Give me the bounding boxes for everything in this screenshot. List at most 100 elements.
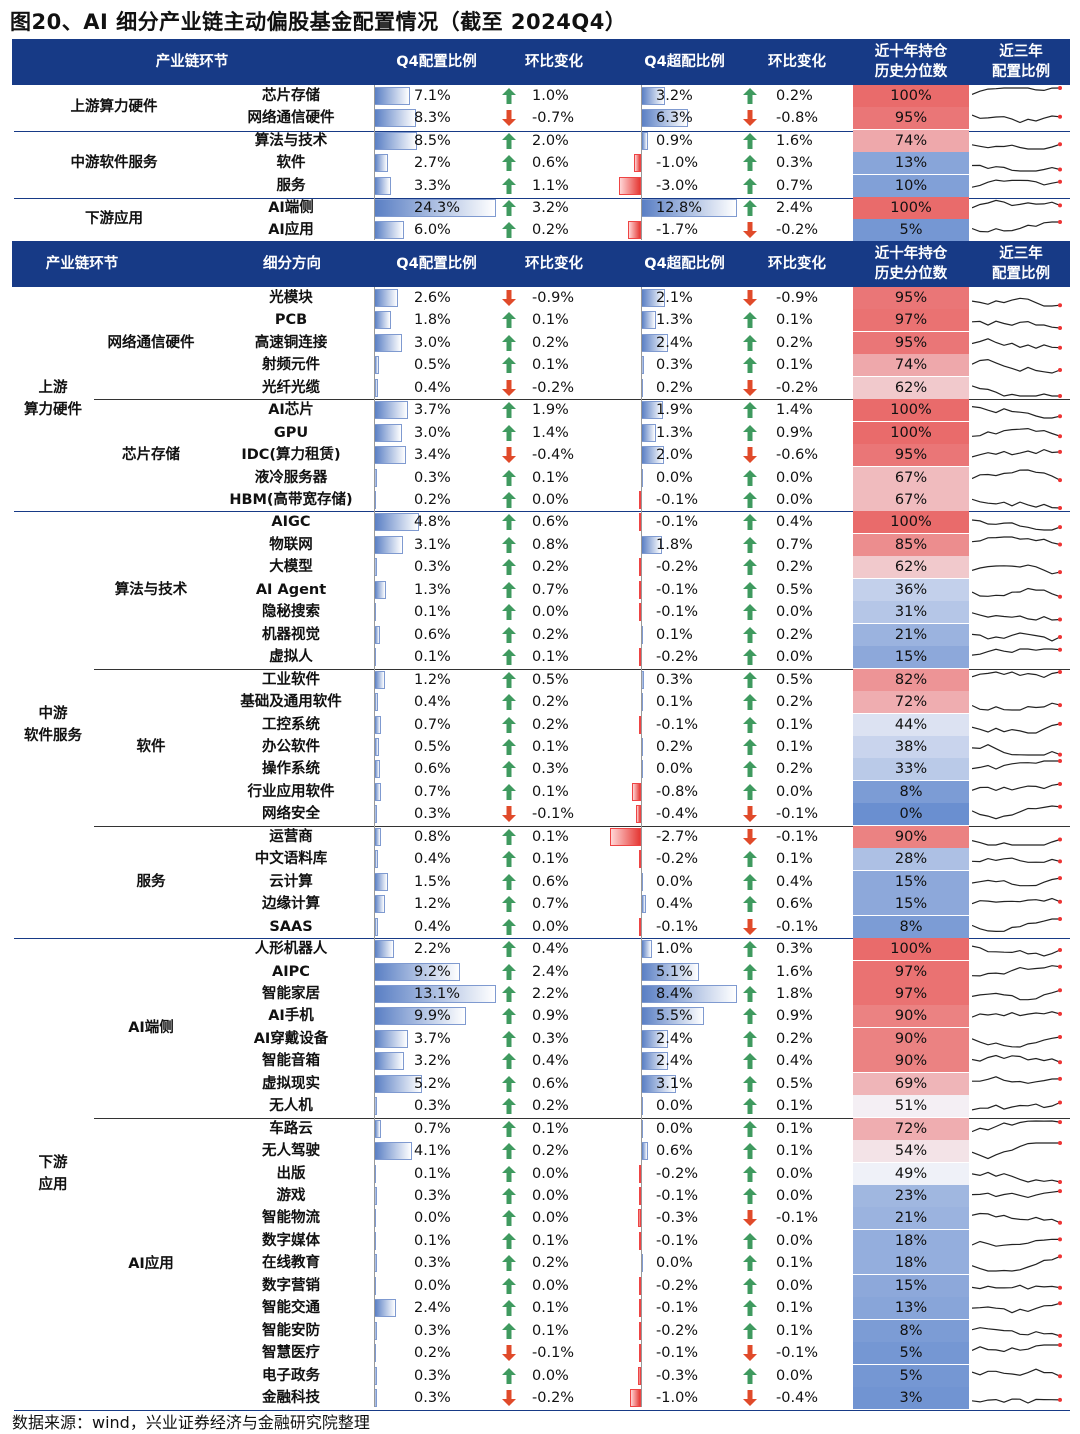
over-chg-虚拟现实: 0.5% <box>776 1076 813 1092</box>
alloc-value-车路云: 0.7% <box>414 1121 451 1137</box>
up-arrow-icon <box>743 514 757 530</box>
sparkline-AI手机 <box>972 1011 1062 1018</box>
up-arrow-icon <box>502 425 516 441</box>
alloc-chg-液冷服务器: 0.1% <box>532 470 569 486</box>
percentile-AI穿戴设备: 90% <box>853 1028 969 1050</box>
sparkline-电子政务 <box>972 1368 1062 1379</box>
over-value-虚拟现实: 3.1% <box>656 1076 693 1092</box>
percentile-芯片存储: 100% <box>853 85 969 107</box>
row-name-AI手机: AI手机 <box>268 1008 314 1024</box>
over-chg-AI芯片: 1.4% <box>776 402 813 418</box>
alloc-chg-出版: 0.0% <box>532 1166 569 1182</box>
sparkline-虚拟现实 <box>972 1076 1062 1084</box>
alloc-chg-光纤光缆: -0.2% <box>532 380 575 396</box>
header-over: Q4超配比例 <box>644 256 725 272</box>
over-chg-游戏: 0.0% <box>776 1188 813 1204</box>
over-value-出版: -0.2% <box>656 1166 699 1182</box>
over-chg-行业应用软件: 0.0% <box>776 784 813 800</box>
percentile-智能音箱: 90% <box>853 1050 969 1072</box>
over-chg-智能安防: 0.1% <box>776 1323 813 1339</box>
up-arrow-icon <box>743 200 757 216</box>
alloc-chg-云计算: 0.6% <box>532 874 569 890</box>
row-name-车路云: 车路云 <box>269 1121 313 1137</box>
divider <box>14 243 1070 244</box>
alloc-chg-大模型: 0.2% <box>532 559 569 575</box>
alloc-chg-工控系统: 0.2% <box>532 717 569 733</box>
alloc-value-液冷服务器: 0.3% <box>414 470 451 486</box>
alloc-value-无人机: 0.3% <box>414 1098 451 1114</box>
alloc-chg-无人机: 0.2% <box>532 1098 569 1114</box>
alloc-value-算法与技术: 8.5% <box>414 133 451 149</box>
header-chain: 产业链环节 <box>155 54 229 70</box>
sparkline-智能家居 <box>972 988 1062 1001</box>
alloc-value-云计算: 1.5% <box>414 874 451 890</box>
sparkline-AI芯片 <box>972 406 1062 419</box>
over-value-光模块: 2.1% <box>656 290 693 306</box>
percentile-IDC(算力租赁): 95% <box>853 444 969 466</box>
over-value-网络安全: -0.4% <box>656 806 699 822</box>
over-value-边缘计算: 0.4% <box>656 896 693 912</box>
alloc-value-PCB: 1.8% <box>414 312 451 328</box>
up-arrow-icon <box>743 402 757 418</box>
row-name-在线教育: 在线教育 <box>262 1255 320 1271</box>
subgroup-网络通信硬件: 网络通信硬件 <box>107 335 195 352</box>
up-arrow-icon <box>743 604 757 620</box>
percentile-虚拟人: 15% <box>853 646 969 668</box>
row-name-SAAS: SAAS <box>269 919 313 935</box>
over-chg-HBM(高带宽存储): 0.0% <box>776 492 813 508</box>
over-chg-运营商: -0.1% <box>776 829 819 845</box>
alloc-value-光纤光缆: 0.4% <box>414 380 451 396</box>
alloc-value-HBM(高带宽存储): 0.2% <box>414 492 451 508</box>
over-bar-AI Agent <box>639 581 641 599</box>
header-alloc-chg: 环比变化 <box>525 256 583 272</box>
up-arrow-icon <box>502 559 516 575</box>
up-arrow-icon <box>743 649 757 665</box>
up-arrow-icon <box>502 1053 516 1069</box>
up-arrow-icon <box>502 717 516 733</box>
over-value-IDC(算力租赁): 2.0% <box>656 447 693 463</box>
alloc-bar-人形机器人 <box>374 940 395 958</box>
subgroup-AI应用: AI应用 <box>128 1255 174 1272</box>
up-arrow-icon <box>743 470 757 486</box>
down-arrow-icon <box>502 290 516 306</box>
over-bar-智能安防 <box>638 1322 641 1340</box>
sparkline-PCB <box>972 320 1062 330</box>
over-value-芯片存储: 3.2% <box>656 88 693 104</box>
sparkline-智慧医疗 <box>972 1343 1062 1353</box>
alloc-chg-隐秘搜索: 0.0% <box>532 604 569 620</box>
up-arrow-icon <box>502 402 516 418</box>
over-chg-AI应用: -0.2% <box>776 222 819 238</box>
over-axis <box>641 85 642 240</box>
group-divider <box>14 511 1070 512</box>
figure-title: 图20、AI 细分产业链主动偏股基金配置情况（截至 2024Q4） <box>10 10 627 34</box>
up-arrow-icon <box>502 1121 516 1137</box>
row-name-HBM(高带宽存储): HBM(高带宽存储) <box>229 492 353 508</box>
up-arrow-icon <box>502 514 516 530</box>
over-value-服务: -3.0% <box>656 178 699 194</box>
up-arrow-icon <box>743 1143 757 1159</box>
alloc-value-AI芯片: 3.7% <box>414 402 451 418</box>
percentile-智能安防: 8% <box>853 1320 969 1342</box>
over-value-隐秘搜索: -0.1% <box>656 604 699 620</box>
over-chg-AI穿戴设备: 0.2% <box>776 1031 813 1047</box>
sparkline-中文语料库 <box>972 857 1062 864</box>
alloc-chg-无人驾驶: 0.2% <box>532 1143 569 1159</box>
down-arrow-icon <box>743 1210 757 1226</box>
alloc-value-软件: 2.7% <box>414 155 451 171</box>
row-name-操作系统: 操作系统 <box>262 761 320 777</box>
over-value-GPU: 1.3% <box>656 425 693 441</box>
up-arrow-icon <box>502 1008 516 1024</box>
up-arrow-icon <box>502 694 516 710</box>
up-arrow-icon <box>502 1166 516 1182</box>
alloc-bar-工业软件 <box>374 671 386 689</box>
down-arrow-icon <box>743 110 757 126</box>
over-chg-AI手机: 0.9% <box>776 1008 813 1024</box>
over-chg-网络通信硬件: -0.8% <box>776 110 819 126</box>
row-name-服务: 服务 <box>276 178 306 194</box>
over-chg-AI Agent: 0.5% <box>776 582 813 598</box>
alloc-value-AI手机: 9.9% <box>414 1008 451 1024</box>
alloc-chg-光模块: -0.9% <box>532 290 575 306</box>
up-arrow-icon <box>502 896 516 912</box>
over-value-SAAS: -0.1% <box>656 919 699 935</box>
up-arrow-icon <box>502 155 516 171</box>
